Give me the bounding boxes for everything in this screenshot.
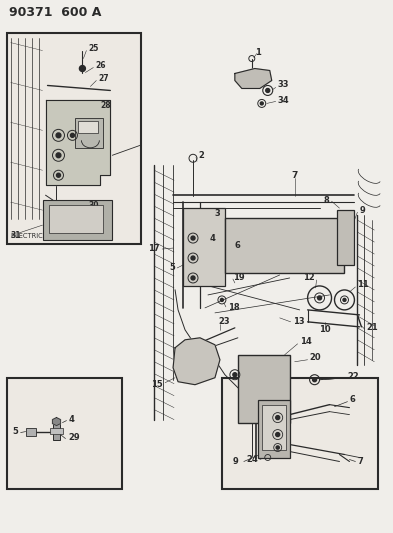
Text: 7: 7 [357, 457, 363, 466]
Circle shape [79, 66, 85, 71]
Text: 10: 10 [319, 325, 331, 334]
Text: 17: 17 [149, 244, 160, 253]
Text: 16: 16 [278, 420, 290, 429]
Text: 4: 4 [210, 233, 216, 243]
Text: 90371  600 A: 90371 600 A [9, 6, 101, 19]
Text: 2: 2 [198, 151, 204, 160]
Text: 24: 24 [246, 455, 258, 464]
Bar [42, 200, 112, 240]
Circle shape [312, 378, 317, 382]
Text: 25: 25 [88, 44, 99, 53]
Bar [48, 205, 103, 233]
Text: 6: 6 [349, 395, 355, 404]
Text: 31: 31 [11, 231, 21, 239]
Bar [262, 405, 286, 449]
Bar [258, 400, 290, 457]
Bar [225, 218, 345, 273]
Text: 18: 18 [228, 303, 239, 312]
Text: 30: 30 [88, 200, 99, 209]
Text: 15: 15 [151, 380, 163, 389]
Circle shape [56, 153, 61, 158]
Text: 29: 29 [68, 433, 80, 442]
Circle shape [220, 298, 223, 301]
Polygon shape [46, 100, 110, 185]
Text: 9: 9 [360, 206, 365, 215]
Bar [50, 427, 64, 433]
Text: 6: 6 [235, 240, 241, 249]
Bar [7, 33, 141, 244]
Circle shape [233, 373, 237, 377]
Circle shape [276, 433, 280, 437]
Polygon shape [235, 69, 272, 88]
Text: 14: 14 [299, 337, 311, 346]
Text: 20: 20 [310, 353, 321, 362]
Text: 28: 28 [100, 101, 111, 110]
Text: 23: 23 [218, 317, 230, 326]
Text: 4: 4 [68, 415, 74, 424]
Text: 5: 5 [169, 263, 175, 272]
Text: 33: 33 [278, 80, 289, 89]
Circle shape [276, 416, 280, 419]
Circle shape [276, 446, 279, 449]
Bar [183, 208, 225, 286]
Text: 5: 5 [13, 427, 18, 436]
Text: 22: 22 [347, 372, 359, 381]
Text: 13: 13 [293, 317, 304, 326]
Text: 32: 32 [70, 225, 81, 235]
Text: 8: 8 [324, 196, 329, 205]
Circle shape [70, 133, 74, 138]
Text: 19: 19 [233, 273, 244, 282]
Bar [336, 210, 354, 265]
Circle shape [260, 102, 263, 105]
Circle shape [56, 133, 61, 138]
Polygon shape [173, 338, 220, 385]
Text: 27: 27 [98, 74, 109, 83]
Circle shape [191, 236, 195, 240]
Bar [7, 378, 122, 489]
Bar [238, 355, 290, 423]
Polygon shape [53, 417, 61, 425]
Bar [26, 427, 36, 435]
Text: 34: 34 [278, 96, 289, 105]
Text: 7: 7 [292, 171, 298, 180]
Bar [222, 378, 378, 489]
Bar [79, 122, 98, 133]
Text: 26: 26 [95, 61, 106, 70]
Text: 1: 1 [255, 48, 261, 57]
Circle shape [343, 298, 346, 301]
Circle shape [266, 88, 270, 92]
Circle shape [270, 430, 273, 433]
Text: 12: 12 [303, 273, 314, 282]
Circle shape [318, 296, 321, 300]
Circle shape [57, 173, 61, 177]
Bar [75, 118, 103, 148]
Text: 11: 11 [357, 280, 369, 289]
Text: 3: 3 [215, 208, 221, 217]
Text: 9: 9 [233, 457, 239, 466]
Text: ELECTRIC DOOR LOCK: ELECTRIC DOOR LOCK [11, 233, 84, 239]
Circle shape [191, 256, 195, 260]
Bar [53, 419, 61, 440]
Circle shape [191, 276, 195, 280]
Text: 21: 21 [366, 324, 378, 333]
